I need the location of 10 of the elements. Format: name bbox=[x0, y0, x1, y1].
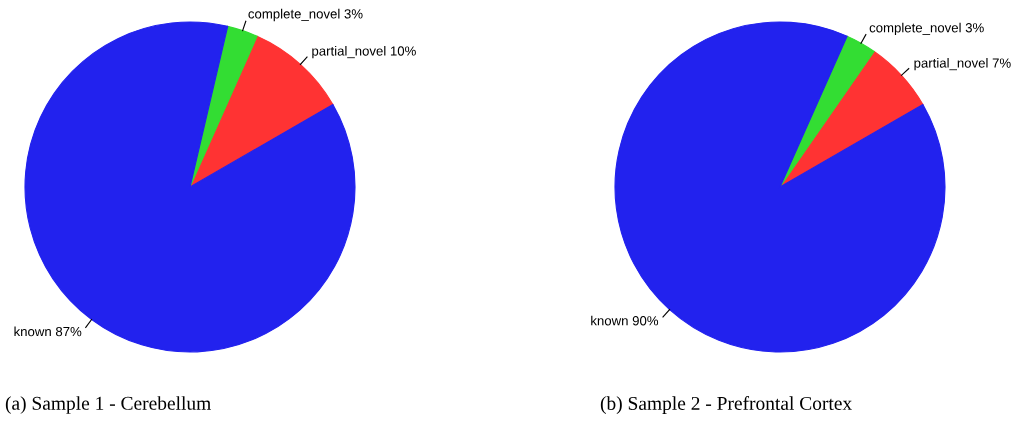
text: (b) Sample 2 - Prefrontal Cortex bbox=[600, 396, 852, 414]
pie-slice bbox=[779, 35, 875, 188]
text: (a) Sample 1 - Cerebellum bbox=[5, 396, 211, 414]
slice-label: known 87% bbox=[14, 326, 82, 337]
pie-slice bbox=[189, 25, 258, 188]
slice-label: complete_novel 3% bbox=[248, 8, 363, 22]
slice-label: partial_novel 10% bbox=[312, 45, 416, 59]
slice-label: partial_novel 7% bbox=[914, 58, 1011, 71]
slice-label: complete_novel 3% bbox=[869, 22, 984, 36]
slice-label: known 90% bbox=[591, 315, 659, 326]
